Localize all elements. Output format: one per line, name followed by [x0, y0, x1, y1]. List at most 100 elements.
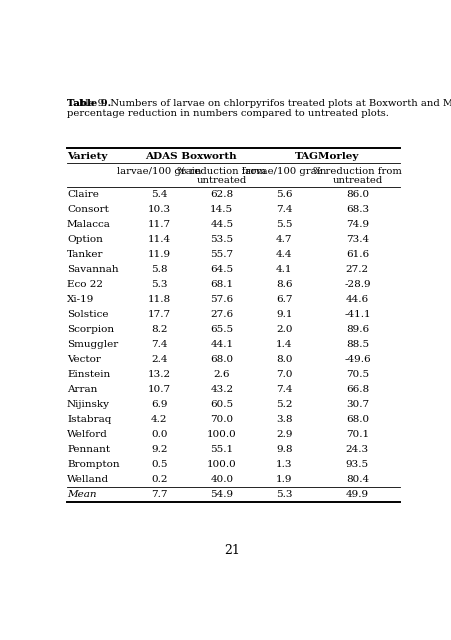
Text: 9.8: 9.8: [275, 445, 292, 454]
Text: 10.3: 10.3: [147, 205, 170, 214]
Text: 100.0: 100.0: [207, 460, 236, 469]
Text: 7.7: 7.7: [151, 490, 167, 499]
Text: Einstein: Einstein: [67, 371, 110, 380]
Text: 13.2: 13.2: [147, 371, 170, 380]
Text: Solstice: Solstice: [67, 310, 108, 319]
Text: 70.0: 70.0: [210, 415, 233, 424]
Text: 1.3: 1.3: [275, 460, 292, 469]
Text: larvae/100 grain: larvae/100 grain: [117, 167, 201, 176]
Text: -49.6: -49.6: [343, 355, 370, 364]
Text: Nijinsky: Nijinsky: [67, 400, 110, 410]
Text: Scorpion: Scorpion: [67, 325, 114, 334]
Text: 2.6: 2.6: [213, 371, 230, 380]
Text: % reduction from: % reduction from: [177, 167, 266, 176]
Text: 21: 21: [223, 544, 239, 557]
Text: 9.1: 9.1: [275, 310, 292, 319]
Text: 2.0: 2.0: [275, 325, 292, 334]
Text: Vector: Vector: [67, 355, 101, 364]
Text: 68.0: 68.0: [345, 415, 368, 424]
Text: Mean: Mean: [67, 490, 97, 499]
Text: 53.5: 53.5: [210, 236, 233, 244]
Text: Eco 22: Eco 22: [67, 280, 103, 289]
Text: 11.9: 11.9: [147, 250, 170, 259]
Text: Savannah: Savannah: [67, 265, 118, 275]
Text: 60.5: 60.5: [210, 400, 233, 410]
Text: untreated: untreated: [196, 176, 246, 185]
Text: 54.9: 54.9: [210, 490, 233, 499]
Text: 86.0: 86.0: [345, 190, 368, 199]
Text: 80.4: 80.4: [345, 476, 368, 484]
Text: 11.8: 11.8: [147, 295, 170, 304]
Text: 88.5: 88.5: [345, 340, 368, 349]
Text: 73.4: 73.4: [345, 236, 368, 244]
Text: 100.0: 100.0: [207, 430, 236, 439]
Text: 62.8: 62.8: [210, 190, 233, 199]
Text: 44.6: 44.6: [345, 295, 368, 304]
Text: Table 9.: Table 9.: [67, 99, 111, 108]
Text: larvae/100 grain: larvae/100 grain: [241, 167, 326, 176]
Text: 66.8: 66.8: [345, 385, 368, 394]
Text: Tanker: Tanker: [67, 250, 103, 259]
Text: 68.3: 68.3: [345, 205, 368, 214]
Text: Pennant: Pennant: [67, 445, 110, 454]
Text: 5.6: 5.6: [275, 190, 292, 199]
Text: 5.4: 5.4: [151, 190, 167, 199]
Text: 30.7: 30.7: [345, 400, 368, 410]
Text: 4.1: 4.1: [275, 265, 292, 275]
Text: 6.9: 6.9: [151, 400, 167, 410]
Text: 11.7: 11.7: [147, 220, 170, 229]
Text: 4.7: 4.7: [275, 236, 292, 244]
Text: Istabraq: Istabraq: [67, 415, 111, 424]
Text: Table 9. Numbers of larvae on chlorpyrifos treated plots at Boxworth and Morley : Table 9. Numbers of larvae on chlorpyrif…: [67, 99, 451, 118]
Text: TAGMorley: TAGMorley: [294, 152, 358, 161]
Text: 89.6: 89.6: [345, 325, 368, 334]
Text: 0.2: 0.2: [151, 476, 167, 484]
Text: 70.5: 70.5: [345, 371, 368, 380]
Text: 7.4: 7.4: [275, 385, 292, 394]
Text: 43.2: 43.2: [210, 385, 233, 394]
Text: Brompton: Brompton: [67, 460, 120, 469]
Text: 11.4: 11.4: [147, 236, 170, 244]
Text: 70.1: 70.1: [345, 430, 368, 439]
Text: 55.7: 55.7: [210, 250, 233, 259]
Text: 5.3: 5.3: [151, 280, 167, 289]
Text: 17.7: 17.7: [147, 310, 170, 319]
Text: 61.6: 61.6: [345, 250, 368, 259]
Text: 65.5: 65.5: [210, 325, 233, 334]
Text: 2.9: 2.9: [275, 430, 292, 439]
Text: 68.0: 68.0: [210, 355, 233, 364]
Text: 5.3: 5.3: [275, 490, 292, 499]
Text: ADAS Boxworth: ADAS Boxworth: [145, 152, 236, 161]
Text: Welland: Welland: [67, 476, 109, 484]
Text: Welford: Welford: [67, 430, 108, 439]
Text: 4.2: 4.2: [151, 415, 167, 424]
Text: 2.4: 2.4: [151, 355, 167, 364]
Text: Variety: Variety: [67, 152, 107, 161]
Text: 74.9: 74.9: [345, 220, 368, 229]
Text: -28.9: -28.9: [343, 280, 370, 289]
Text: 10.7: 10.7: [147, 385, 170, 394]
Text: 7.4: 7.4: [275, 205, 292, 214]
Text: 49.9: 49.9: [345, 490, 368, 499]
Text: 7.4: 7.4: [151, 340, 167, 349]
Text: 55.1: 55.1: [210, 445, 233, 454]
Text: 44.1: 44.1: [210, 340, 233, 349]
Text: 1.4: 1.4: [275, 340, 292, 349]
Text: 8.6: 8.6: [275, 280, 292, 289]
Text: 40.0: 40.0: [210, 476, 233, 484]
Text: Arran: Arran: [67, 385, 97, 394]
Text: 14.5: 14.5: [210, 205, 233, 214]
Text: 0.5: 0.5: [151, 460, 167, 469]
Text: Xi-19: Xi-19: [67, 295, 94, 304]
Text: 7.0: 7.0: [275, 371, 292, 380]
Text: Consort: Consort: [67, 205, 109, 214]
Text: Option: Option: [67, 236, 103, 244]
Text: 3.8: 3.8: [275, 415, 292, 424]
Text: 5.5: 5.5: [275, 220, 292, 229]
Text: 64.5: 64.5: [210, 265, 233, 275]
Text: 4.4: 4.4: [275, 250, 292, 259]
Text: 0.0: 0.0: [151, 430, 167, 439]
Text: Claire: Claire: [67, 190, 99, 199]
Text: 5.8: 5.8: [151, 265, 167, 275]
Text: untreated: untreated: [331, 176, 382, 185]
